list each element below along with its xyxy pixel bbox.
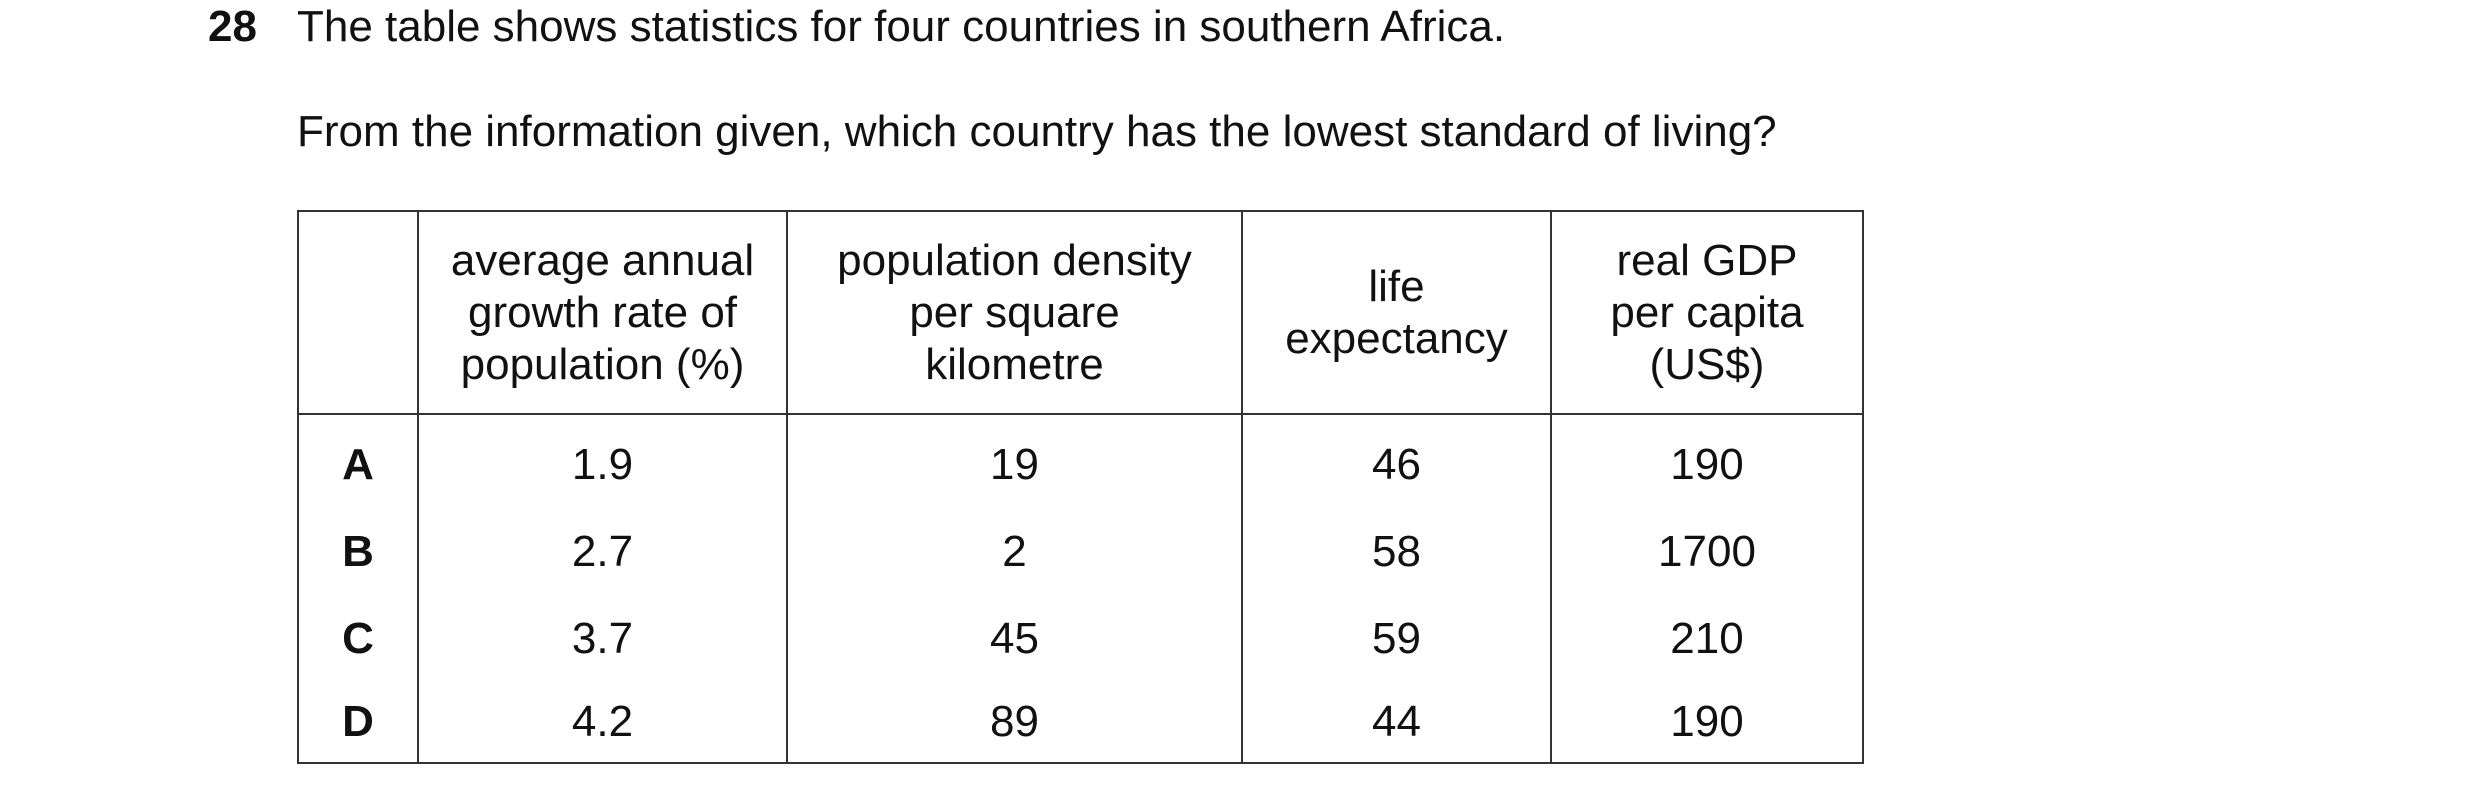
data-table: average annual growth rate of population (… [297,210,1864,764]
question-text: The table shows statistics for four coun… [297,2,1506,51]
header-line: average annual [450,235,755,285]
table-row: D 4.2 89 44 190 [297,682,1864,764]
header-line: growth rate of [467,287,738,337]
table-cell: 3.7 [417,595,788,682]
column-header: population density per square kilometre [786,210,1243,415]
row-label: D [297,682,419,764]
table-cell: 2.7 [417,508,788,595]
table-cell: 4.2 [417,682,788,764]
table-cell: 1.9 [417,414,788,508]
header-line: population density [837,235,1192,285]
table-body: A 1.9 19 46 190 B 2.7 2 58 1700 C 3.7 45 59 210 D 4.2 89 4… [297,414,1864,764]
column-header: average annual growth rate of population (… [417,210,788,415]
table-cell: 210 [1550,595,1864,682]
header-line: kilometre [925,339,1104,389]
table-cell: 58 [1241,508,1552,595]
header-line: per capita [1610,287,1804,337]
table-row: C 3.7 45 59 210 [297,595,1864,682]
row-label: C [297,595,419,682]
table-cell: 44 [1241,682,1552,764]
table-cell: 89 [786,682,1243,764]
question-text: From the information given, which countr… [297,107,1777,156]
table-row: A 1.9 19 46 190 [297,414,1864,508]
column-header: real GDP per capita (US$) [1550,210,1864,415]
header-line: (US$) [1649,339,1765,389]
header-line: real GDP [1616,235,1798,285]
header-row: average annual growth rate of population (… [297,210,1864,415]
table-cell: 2 [786,508,1243,595]
header-line: population (%) [460,339,745,389]
table-cell: 190 [1550,414,1864,508]
table-cell: 46 [1241,414,1552,508]
header-line: expectancy [1285,313,1508,363]
table-cell: 59 [1241,595,1552,682]
header-line: life [1368,261,1425,311]
question-number: 28 [208,2,257,51]
table-cell: 190 [1550,682,1864,764]
table-cell: 19 [786,414,1243,508]
table-cell: 1700 [1550,508,1864,595]
table-row: B 2.7 2 58 1700 [297,508,1864,595]
row-label: B [297,508,419,595]
column-header [297,210,419,415]
table-cell: 45 [786,595,1243,682]
column-header: life expectancy [1241,210,1552,415]
header-line: per square [909,287,1120,337]
row-label: A [297,414,419,508]
